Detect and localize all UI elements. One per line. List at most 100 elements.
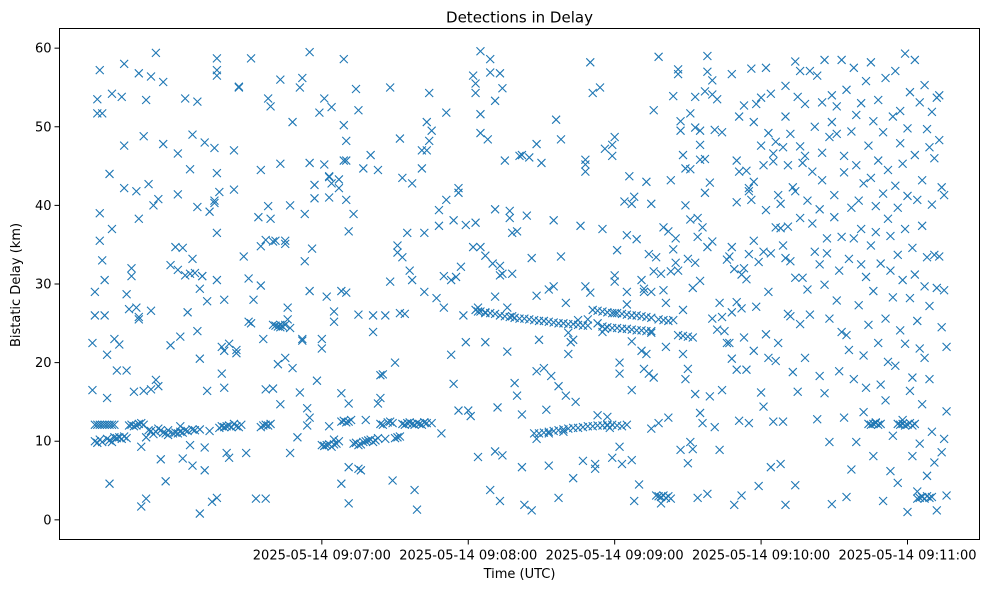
data-point [939,434,949,444]
data-point [463,406,473,415]
data-point [307,244,317,254]
data-point [615,369,624,379]
data-point [737,491,746,500]
data-point [927,492,937,502]
data-point [685,164,695,174]
data-point [795,319,805,329]
data-point [544,285,554,294]
data-point [717,385,727,395]
data-point [202,296,212,306]
data-point [546,371,556,381]
data-point [712,94,722,104]
data-point [502,303,512,312]
data-point [329,317,339,327]
data-point [873,156,883,165]
data-point [315,108,324,118]
data-point [146,72,156,81]
data-point [195,509,205,518]
data-point [622,420,632,430]
data-point [649,267,659,276]
data-point [344,462,354,472]
data-point [695,126,705,136]
data-point [590,459,600,469]
data-point [207,497,217,507]
data-point [373,433,383,443]
data-point [105,436,114,445]
data-point [100,311,110,320]
data-point [88,338,97,348]
data-point [517,410,527,419]
y-tick-label: 60 [35,42,52,57]
data-point [612,245,622,255]
data-point [322,440,332,450]
data-point [656,269,666,279]
data-point [800,99,810,109]
data-point [878,496,888,506]
data-point [832,296,842,305]
data-point [893,203,903,213]
data-point [493,403,502,412]
data-point [559,427,568,437]
data-point [939,285,949,295]
data-point [373,165,383,175]
data-point [310,193,319,203]
data-point [703,489,712,499]
data-point [583,321,593,331]
data-point [932,506,942,515]
data-point [908,373,917,382]
data-point [771,356,781,366]
data-point [929,153,939,163]
data-point [476,242,485,252]
data-point [820,55,829,65]
data-point [197,271,207,281]
data-point [581,281,590,291]
data-point [871,227,881,237]
data-point [878,189,888,198]
data-point [742,166,751,176]
data-point [690,92,700,102]
data-point [651,491,661,500]
data-point [368,311,378,320]
data-point [507,311,517,321]
data-point [678,150,688,160]
data-point [617,421,627,431]
data-point [895,325,905,335]
data-point [881,395,890,405]
data-point [854,300,864,310]
data-point [285,200,295,210]
data-point [446,350,456,360]
data-point [163,430,173,440]
data-point [466,411,476,421]
data-point [368,437,378,447]
data-point [212,228,222,238]
data-point [712,325,722,334]
data-point [776,199,786,209]
data-point [744,183,754,193]
data-point [668,91,678,101]
y-tick-label: 40 [35,199,52,214]
data-point [329,307,339,316]
data-point [178,454,188,463]
data-point [908,451,917,461]
data-point [180,425,190,435]
data-point [498,83,507,93]
data-point [195,354,205,364]
data-point [832,101,842,111]
data-point [761,205,771,215]
data-point [927,200,937,209]
data-point [468,71,478,81]
data-point [727,354,737,364]
data-point [476,128,485,138]
data-point [776,223,786,233]
data-point [424,88,434,98]
data-point [336,388,346,398]
data-point [349,209,358,219]
data-point [900,49,910,59]
data-point [934,252,944,261]
data-point [129,421,139,431]
data-point [890,181,900,191]
data-point [934,135,944,145]
data-point [102,393,112,403]
data-point [317,344,327,353]
data-point [556,134,566,144]
